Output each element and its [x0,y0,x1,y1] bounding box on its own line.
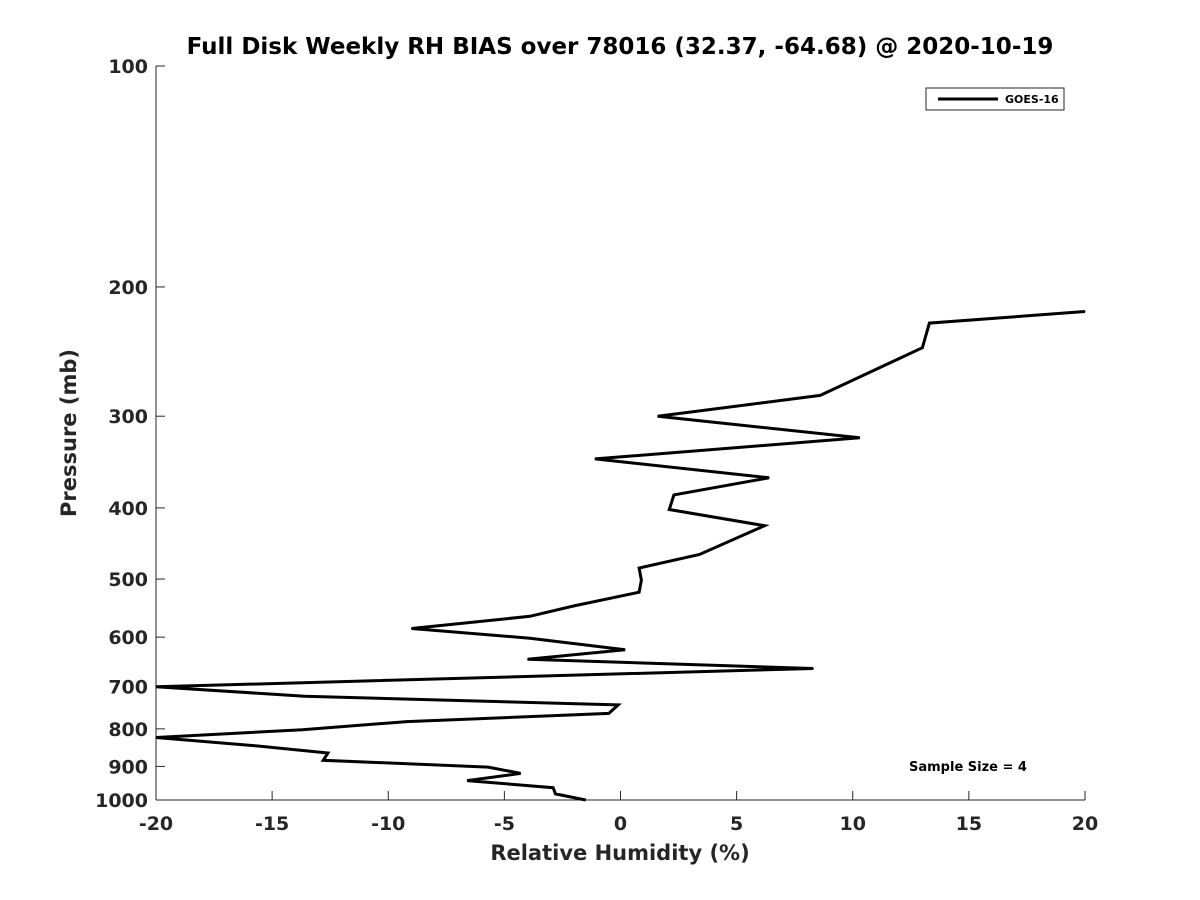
legend: GOES-16 [925,87,1065,111]
x-ticks: -20 -15 -10 -5 0 5 10 15 20 [139,791,1098,835]
data-point [520,772,522,774]
data-point [529,615,531,617]
y-tick-label: 300 [108,406,148,428]
y-tick-label: 500 [108,569,148,591]
y-tick-label: 100 [108,56,148,78]
data-point [155,686,157,688]
data-point [585,799,587,801]
data-point [638,591,640,593]
x-tick-label: -5 [494,813,515,835]
x-tick-label: 20 [1072,813,1098,835]
data-point [1084,311,1086,312]
data-point [699,554,700,555]
data-point [304,695,306,697]
data-point [466,780,468,782]
data-point [859,437,861,439]
data-point [617,704,619,706]
data-point [640,579,642,581]
data-point [327,752,329,754]
data-point [529,637,531,639]
data-point [657,415,659,417]
sample-size-annotation: Sample Size = 4 [909,760,1027,775]
data-point [768,477,770,479]
x-tick-label: -20 [139,813,173,835]
y-tick-label: 900 [108,756,148,778]
data-point [253,745,254,747]
y-axis-label: Pressure (mb) [57,349,81,517]
data-point [411,628,412,629]
legend-label-goes-16: GOES-16 [1005,93,1059,106]
y-tick-label: 1000 [95,790,148,812]
data-point [555,793,556,795]
data-point [322,759,324,761]
data-point [573,605,575,607]
x-tick-label: 10 [840,813,866,835]
data-point [552,787,554,789]
data-point [673,494,675,496]
data-point [487,766,489,768]
data-point [406,721,408,723]
data-point [819,394,821,396]
data-point [668,509,670,510]
data-point [812,668,814,669]
x-axis-label: Relative Humidity (%) [490,841,749,865]
y-ticks: 100 200 300 400 500 600 700 800 900 1000 [95,56,165,812]
x-tick-label: 15 [956,813,982,835]
y-tick-label: 200 [108,277,148,299]
data-point [764,525,765,527]
data-point [624,649,626,651]
y-tick-label: 600 [108,627,148,649]
data-point [155,737,157,738]
x-tick-label: -15 [255,813,289,835]
data-point [301,729,303,731]
series-layer [155,310,1086,802]
y-tick-label: 700 [108,676,148,698]
data-point [527,658,529,660]
chart-title: Full Disk Weekly RH BIAS over 78016 (32.… [187,34,1054,60]
y-tick-label: 400 [108,498,148,520]
data-point [594,458,596,460]
series-line-goes-16 [155,310,1086,802]
data-point [921,347,923,349]
data-point [638,567,640,569]
data-point [608,712,610,714]
x-tick-label: 5 [730,813,743,835]
x-tick-label: 0 [614,813,627,835]
y-tick-label: 800 [108,719,148,741]
data-point [928,322,930,324]
x-tick-label: -10 [371,813,405,835]
